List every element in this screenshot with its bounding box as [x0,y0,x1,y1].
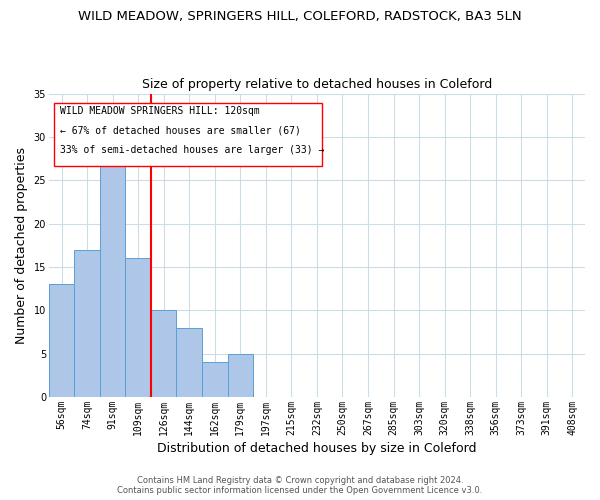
Bar [49,284,74,397]
Text: WILD MEADOW, SPRINGERS HILL, COLEFORD, RADSTOCK, BA3 5LN: WILD MEADOW, SPRINGERS HILL, COLEFORD, R… [78,10,522,23]
Bar [176,328,202,397]
Bar [100,163,125,397]
Text: 33% of semi-detached houses are larger (33) →: 33% of semi-detached houses are larger (… [59,145,324,155]
FancyBboxPatch shape [54,102,322,166]
Y-axis label: Number of detached properties: Number of detached properties [15,147,28,344]
Text: ← 67% of detached houses are smaller (67): ← 67% of detached houses are smaller (67… [59,126,301,136]
Text: Contains HM Land Registry data © Crown copyright and database right 2024.
Contai: Contains HM Land Registry data © Crown c… [118,476,482,495]
Bar [74,250,100,397]
Bar [227,354,253,397]
Bar [202,362,227,397]
Bar [125,258,151,397]
Bar [151,310,176,397]
X-axis label: Distribution of detached houses by size in Coleford: Distribution of detached houses by size … [157,442,476,455]
Text: WILD MEADOW SPRINGERS HILL: 120sqm: WILD MEADOW SPRINGERS HILL: 120sqm [59,106,259,116]
Title: Size of property relative to detached houses in Coleford: Size of property relative to detached ho… [142,78,492,91]
